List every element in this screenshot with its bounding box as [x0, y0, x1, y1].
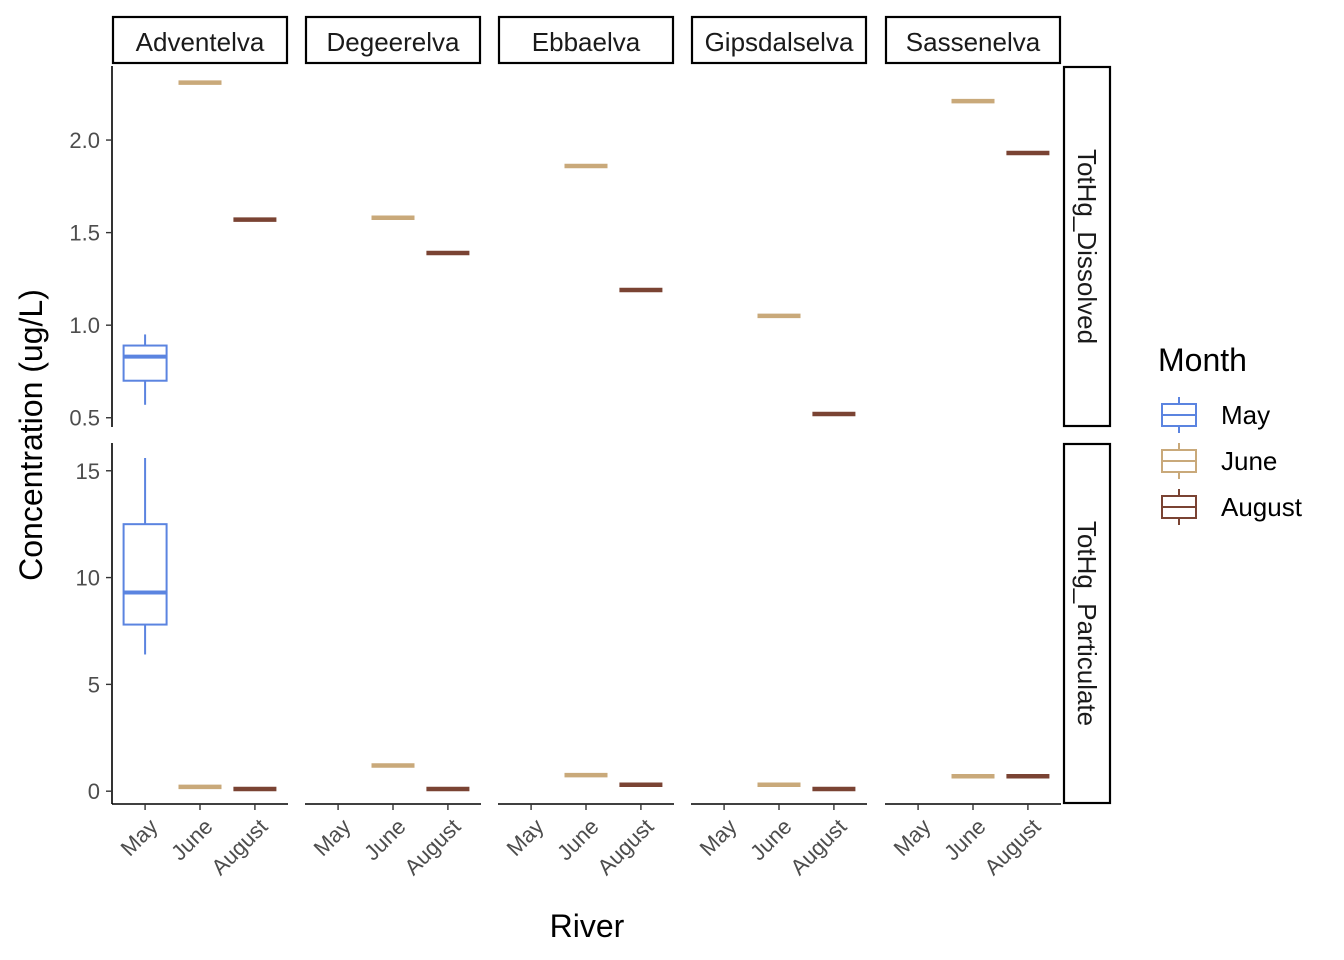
- legend-label: June: [1221, 446, 1277, 476]
- facet-strip-gipsdalselva: [690, 15, 868, 65]
- y-tick-label: 15: [76, 459, 100, 484]
- row-strip-label: TotHg_Dissolved: [1072, 149, 1102, 344]
- box-adventelva-may: [122, 334, 168, 405]
- x-tick-label: May: [889, 814, 936, 861]
- x-tick-label: August: [979, 814, 1045, 880]
- box-adventelva-may: [122, 457, 168, 655]
- x-tick-label: August: [592, 814, 658, 880]
- facet-strip-label: Degeerelva: [327, 27, 461, 57]
- y-tick-label: 5: [88, 672, 100, 697]
- x-tick-label: August: [399, 814, 465, 880]
- iqr-box: [122, 344, 168, 382]
- y-tick-label: 0: [88, 779, 100, 804]
- y-tick-label: 1.5: [69, 221, 100, 246]
- legend-label: May: [1221, 400, 1270, 430]
- row-strip-label: TotHg_Particulate: [1072, 521, 1102, 726]
- y-tick-label: 1.0: [69, 313, 100, 338]
- x-tick-label: May: [502, 814, 549, 861]
- x-axis-title: River: [550, 908, 625, 944]
- facet-strip-label: Gipsdalselva: [705, 27, 854, 57]
- box-marks: [122, 80, 1050, 792]
- legend-key-august: [1161, 489, 1197, 525]
- facet-strip-sassenelva: [884, 15, 1062, 65]
- legend-label: August: [1221, 492, 1303, 522]
- legend-key-june: [1161, 443, 1197, 479]
- facet-strips: Adventelva Degeerelva Ebbaelva Gipsdalselva…: [111, 15, 1112, 805]
- x-tick-label: May: [695, 814, 742, 861]
- facet-strip-adventelva: [111, 15, 289, 65]
- y-tick-label: 0.5: [69, 406, 100, 431]
- legend-title: Month: [1158, 342, 1247, 378]
- facet-strip-label: Sassenelva: [906, 27, 1041, 57]
- legend-key-may: [1161, 397, 1197, 433]
- iqr-box: [122, 523, 168, 626]
- x-tick-label: August: [206, 814, 272, 880]
- x-tick-label: August: [785, 814, 851, 880]
- row-strip-tothg_particulate: [1062, 442, 1112, 805]
- x-tick-label: May: [309, 814, 356, 861]
- legend: Month May June August: [1158, 342, 1303, 525]
- facet-strip-label: Ebbaelva: [532, 27, 641, 57]
- facet-strip-degeerelva: [304, 15, 482, 65]
- y-tick-label: 10: [76, 566, 100, 591]
- y-axis-title: Concentration (ug/L): [13, 289, 49, 581]
- facet-strip-ebbaelva: [497, 15, 675, 65]
- x-tick-label: May: [116, 814, 163, 861]
- y-tick-label: 2.0: [69, 128, 100, 153]
- row-strip-tothg_dissolved: [1062, 65, 1112, 428]
- facet-strip-label: Adventelva: [136, 27, 265, 57]
